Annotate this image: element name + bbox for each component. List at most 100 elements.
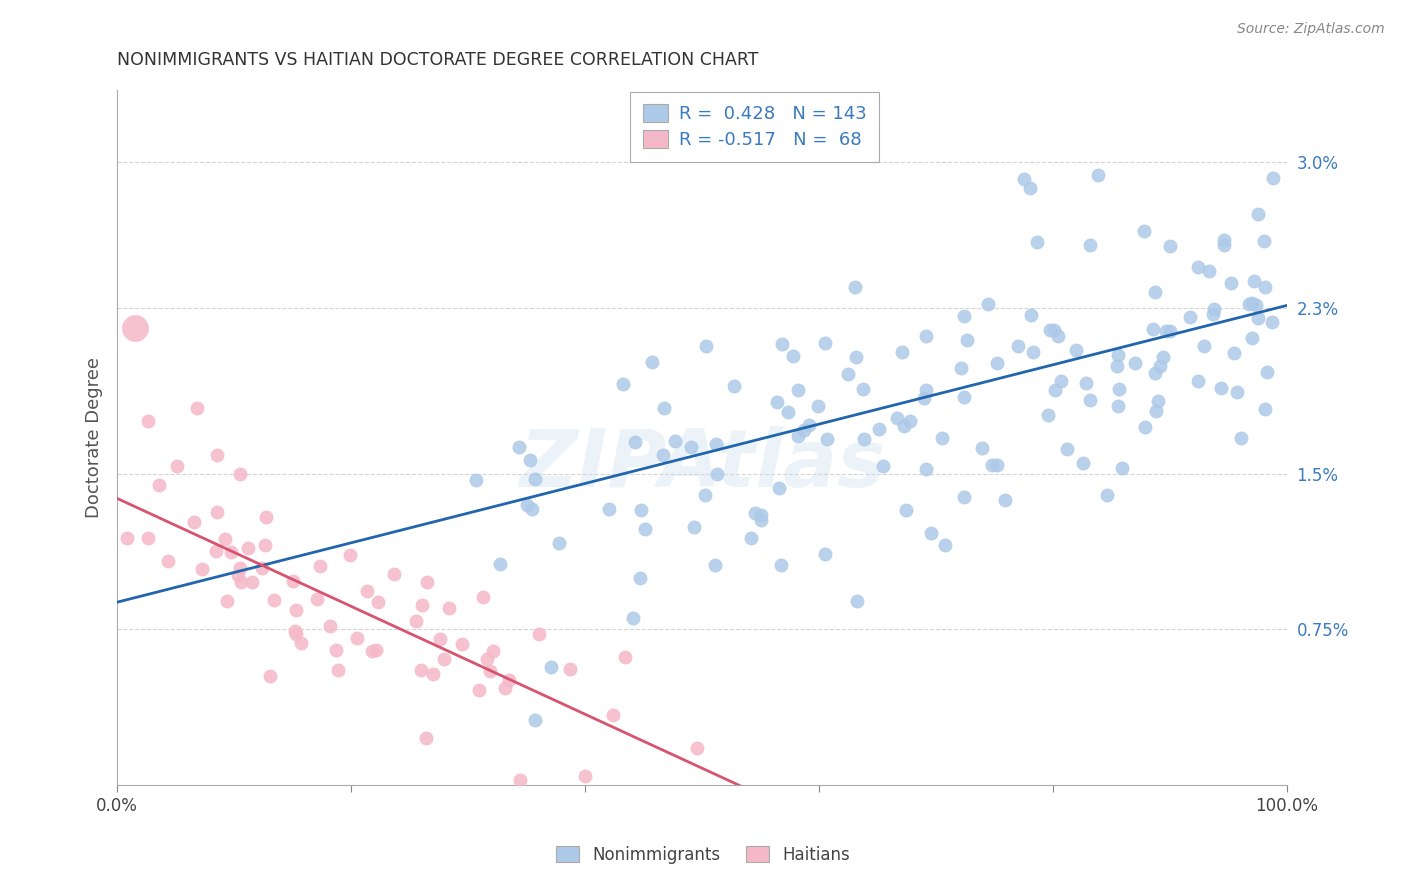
Point	[652, 401, 675, 415]
Point	[915, 383, 938, 397]
Point	[837, 367, 859, 381]
Point	[693, 488, 716, 502]
Point	[912, 392, 935, 406]
Point	[328, 663, 350, 677]
Point	[886, 410, 908, 425]
Point	[540, 660, 562, 674]
Point	[156, 554, 179, 568]
Point	[953, 491, 976, 505]
Legend: Nonimmigrants, Haitians: Nonimmigrants, Haitians	[550, 839, 856, 871]
Point	[1213, 233, 1236, 247]
Point	[1045, 383, 1067, 397]
Point	[797, 417, 820, 432]
Point	[186, 401, 208, 416]
Point	[516, 498, 538, 512]
Point	[1108, 382, 1130, 396]
Point	[628, 571, 651, 585]
Point	[422, 666, 444, 681]
Point	[744, 506, 766, 520]
Point	[1152, 351, 1174, 365]
Point	[411, 663, 433, 677]
Point	[956, 333, 979, 347]
Point	[529, 627, 551, 641]
Point	[894, 503, 917, 517]
Point	[1159, 239, 1181, 253]
Point	[787, 383, 810, 397]
Point	[236, 541, 259, 555]
Point	[468, 682, 491, 697]
Text: Source: ZipAtlas.com: Source: ZipAtlas.com	[1237, 22, 1385, 37]
Point	[226, 567, 249, 582]
Point	[630, 503, 652, 517]
Point	[1226, 385, 1249, 400]
Point	[740, 532, 762, 546]
Point	[1019, 308, 1042, 322]
Point	[1133, 224, 1156, 238]
Point	[612, 377, 634, 392]
Point	[1042, 323, 1064, 337]
Point	[1239, 297, 1261, 311]
Point	[1211, 382, 1233, 396]
Point	[204, 544, 226, 558]
Point	[898, 414, 921, 428]
Point	[931, 431, 953, 445]
Point	[807, 399, 830, 413]
Point	[751, 513, 773, 527]
Point	[1019, 181, 1042, 195]
Point	[1159, 324, 1181, 338]
Point	[868, 422, 890, 436]
Point	[1146, 393, 1168, 408]
Point	[723, 379, 745, 393]
Point	[1071, 456, 1094, 470]
Point	[1087, 169, 1109, 183]
Point	[221, 545, 243, 559]
Point	[1133, 419, 1156, 434]
Point	[1194, 339, 1216, 353]
Point	[1202, 302, 1225, 317]
Point	[981, 458, 1004, 472]
Point	[621, 611, 644, 625]
Point	[703, 558, 725, 573]
Point	[263, 592, 285, 607]
Point	[415, 731, 437, 746]
Point	[1143, 285, 1166, 299]
Point	[994, 492, 1017, 507]
Point	[893, 419, 915, 434]
Point	[950, 361, 973, 376]
Point	[915, 329, 938, 343]
Point	[782, 349, 804, 363]
Point	[852, 433, 875, 447]
Point	[166, 459, 188, 474]
Point	[1254, 280, 1277, 294]
Point	[252, 561, 274, 575]
Point	[1080, 237, 1102, 252]
Point	[190, 562, 212, 576]
Point	[651, 448, 673, 462]
Point	[1219, 277, 1241, 291]
Point	[309, 558, 332, 573]
Point	[1243, 274, 1265, 288]
Point	[367, 594, 389, 608]
Text: NONIMMIGRANTS VS HAITIAN DOCTORATE DEGREE CORRELATION CHART: NONIMMIGRANTS VS HAITIAN DOCTORATE DEGRE…	[117, 51, 759, 69]
Point	[366, 642, 388, 657]
Point	[439, 600, 461, 615]
Point	[986, 356, 1008, 370]
Point	[433, 652, 456, 666]
Point	[1056, 442, 1078, 457]
Point	[914, 462, 936, 476]
Point	[1012, 172, 1035, 186]
Point	[405, 614, 427, 628]
Point	[285, 602, 308, 616]
Point	[205, 448, 228, 462]
Point	[229, 575, 252, 590]
Point	[845, 351, 868, 365]
Point	[770, 558, 793, 572]
Point	[346, 631, 368, 645]
Point	[285, 627, 308, 641]
Point	[1263, 171, 1285, 186]
Point	[284, 624, 307, 639]
Point	[489, 557, 512, 571]
Point	[361, 644, 384, 658]
Point	[229, 561, 252, 575]
Point	[136, 414, 159, 428]
